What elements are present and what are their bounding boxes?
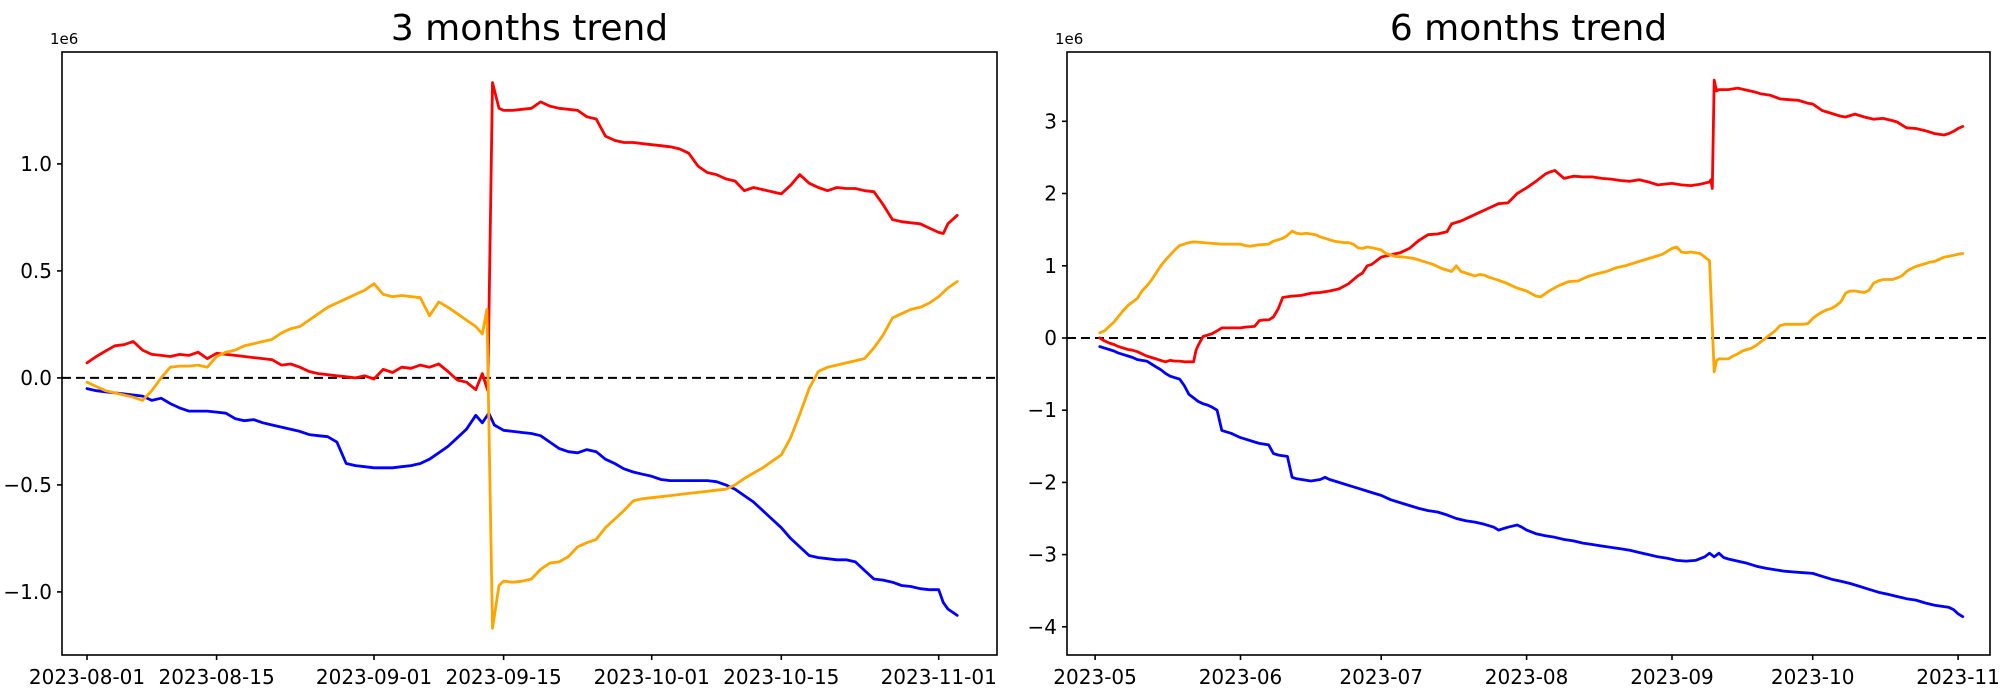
series-line-orange xyxy=(85,280,959,630)
x-tick-label: 2023-05 xyxy=(1053,665,1137,689)
y-tick-label: 2 xyxy=(1044,182,1057,206)
series-line-red xyxy=(85,81,959,393)
plot-border xyxy=(1066,51,1991,656)
x-tick-label: 2023-10-15 xyxy=(723,665,839,689)
y-tick-label: 3 xyxy=(1044,109,1057,133)
y-tick-label: −1 xyxy=(1028,398,1057,422)
y-tick-label: −1.0 xyxy=(3,580,52,604)
y-tick-label: 1 xyxy=(1044,254,1057,278)
y-axis-multiplier-label: 1e6 xyxy=(50,30,78,48)
y-tick-label: 0 xyxy=(1044,326,1057,350)
chart-3-months: 3 months trend 1e6 2023-08-01 2023-08-15 202… xyxy=(3,8,998,689)
y-axis-multiplier-label: 1e6 xyxy=(1055,30,1083,48)
y-tick-label: 0.5 xyxy=(20,259,52,283)
y-tick-label: −3 xyxy=(1028,543,1057,567)
series-line-red xyxy=(1098,78,1965,364)
x-tick-label: 2023-10-01 xyxy=(594,665,710,689)
y-tick-label: 0.0 xyxy=(20,366,52,390)
x-tick-label: 2023-07 xyxy=(1339,665,1423,689)
chart-title: 6 months trend xyxy=(1390,8,1667,49)
x-tick-label: 2023-08 xyxy=(1485,665,1569,689)
y-tick-label: −4 xyxy=(1028,615,1057,639)
x-tick-label: 2023-06 xyxy=(1199,665,1283,689)
plot-border xyxy=(61,51,998,656)
x-tick-label: 2023-08-15 xyxy=(158,665,274,689)
x-tick-label: 2023-11 xyxy=(1916,665,2000,689)
x-tick-label: 2023-09 xyxy=(1630,665,1714,689)
series-line-blue xyxy=(1098,345,1965,619)
series-line-orange xyxy=(1098,229,1965,374)
y-tick-label: −2 xyxy=(1028,470,1057,494)
chart-title: 3 months trend xyxy=(391,8,668,49)
y-tick-label: 1.0 xyxy=(20,152,52,176)
x-tick-label: 2023-09-01 xyxy=(316,665,432,689)
series-line-blue xyxy=(85,387,959,617)
x-tick-label: 2023-11-01 xyxy=(881,665,997,689)
x-tick-label: 2023-09-15 xyxy=(445,665,561,689)
x-tick-label: 2023-10 xyxy=(1771,665,1855,689)
x-tick-label: 2023-08-01 xyxy=(29,665,145,689)
y-tick-label: −0.5 xyxy=(3,473,52,497)
